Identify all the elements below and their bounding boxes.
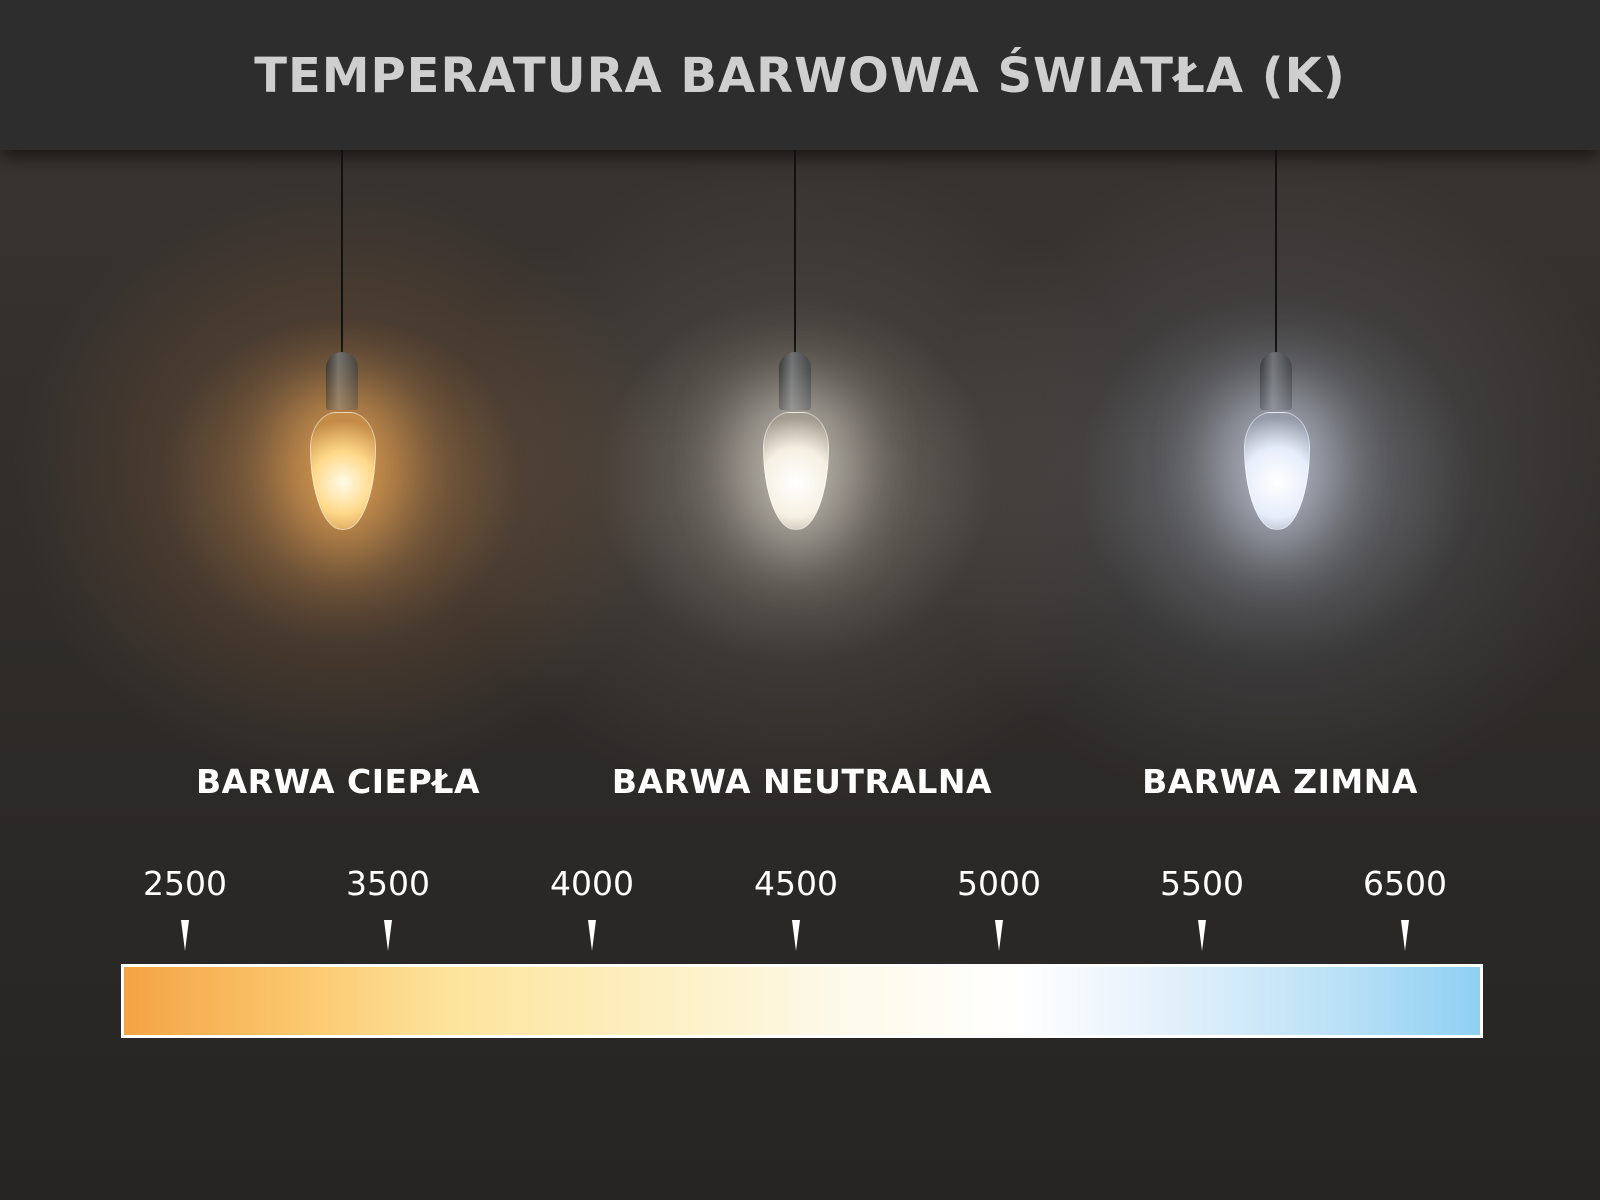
tick-marker-icon: [995, 920, 1003, 951]
label-neutral: BARWA NEUTRALNA: [611, 762, 993, 801]
cold-bulb-icon: [1236, 150, 1316, 550]
label-warm: BARWA CIEPŁA: [195, 762, 480, 801]
bulb-glass: [1244, 412, 1310, 530]
cord: [341, 150, 343, 355]
tick-marker-icon: [588, 920, 596, 951]
cord: [794, 150, 796, 355]
tick-marker-icon: [792, 920, 800, 951]
socket: [326, 352, 358, 410]
tick-label: 5500: [1160, 864, 1244, 903]
bulb-glass: [310, 412, 376, 530]
tick-marker-icon: [1198, 920, 1206, 951]
warm-bulb-icon: [302, 150, 382, 550]
tick-marker-icon: [384, 920, 392, 951]
label-cold: BARWA ZIMNA: [1142, 762, 1418, 801]
tick-label: 4000: [550, 864, 634, 903]
socket: [779, 352, 811, 410]
page-title: TEMPERATURA BARWOWA ŚWIATŁA (K): [254, 48, 1346, 104]
tick-label: 5000: [957, 864, 1041, 903]
cord: [1275, 150, 1277, 355]
tick-label: 4500: [754, 864, 838, 903]
tick-label: 6500: [1363, 864, 1447, 903]
color-temperature-gradient-bar: [121, 964, 1483, 1038]
neutral-bulb-icon: [755, 150, 835, 550]
tick-marker-icon: [1401, 920, 1409, 951]
bulb-glass: [763, 412, 829, 530]
socket: [1260, 352, 1292, 410]
tick-label: 3500: [346, 864, 430, 903]
header-band: TEMPERATURA BARWOWA ŚWIATŁA (K): [0, 0, 1600, 150]
tick-marker-icon: [181, 920, 189, 951]
tick-label: 2500: [143, 864, 227, 903]
